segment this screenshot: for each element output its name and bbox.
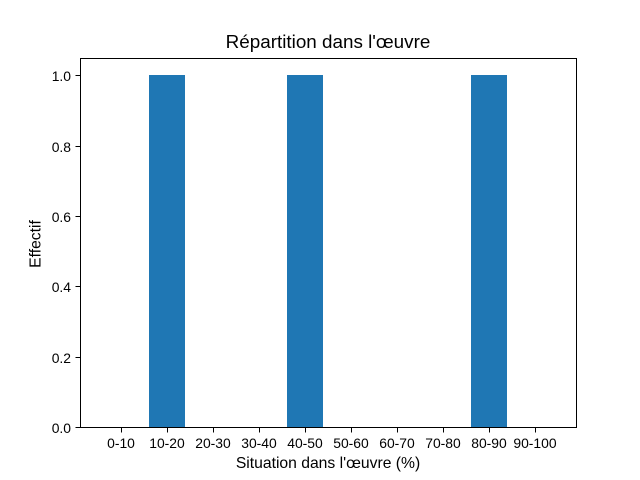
svg-text:0.0: 0.0: [52, 420, 72, 436]
svg-text:20-30: 20-30: [195, 435, 231, 451]
svg-text:0-10: 0-10: [107, 435, 135, 451]
svg-text:Situation dans l'œuvre (%): Situation dans l'œuvre (%): [236, 455, 420, 472]
svg-text:80-90: 80-90: [471, 435, 507, 451]
svg-text:60-70: 60-70: [379, 435, 415, 451]
svg-text:1.0: 1.0: [52, 68, 72, 84]
svg-text:10-20: 10-20: [149, 435, 185, 451]
svg-text:50-60: 50-60: [333, 435, 369, 451]
svg-text:0.8: 0.8: [52, 139, 72, 155]
svg-text:Répartition dans l'œuvre: Répartition dans l'œuvre: [226, 31, 431, 52]
svg-text:0.6: 0.6: [52, 209, 72, 225]
svg-text:30-40: 30-40: [241, 435, 277, 451]
svg-text:90-100: 90-100: [513, 435, 557, 451]
svg-text:0.4: 0.4: [52, 279, 72, 295]
svg-text:40-50: 40-50: [287, 435, 323, 451]
svg-text:0.2: 0.2: [52, 350, 72, 366]
svg-text:Effectif: Effectif: [28, 220, 45, 268]
svg-text:70-80: 70-80: [425, 435, 461, 451]
